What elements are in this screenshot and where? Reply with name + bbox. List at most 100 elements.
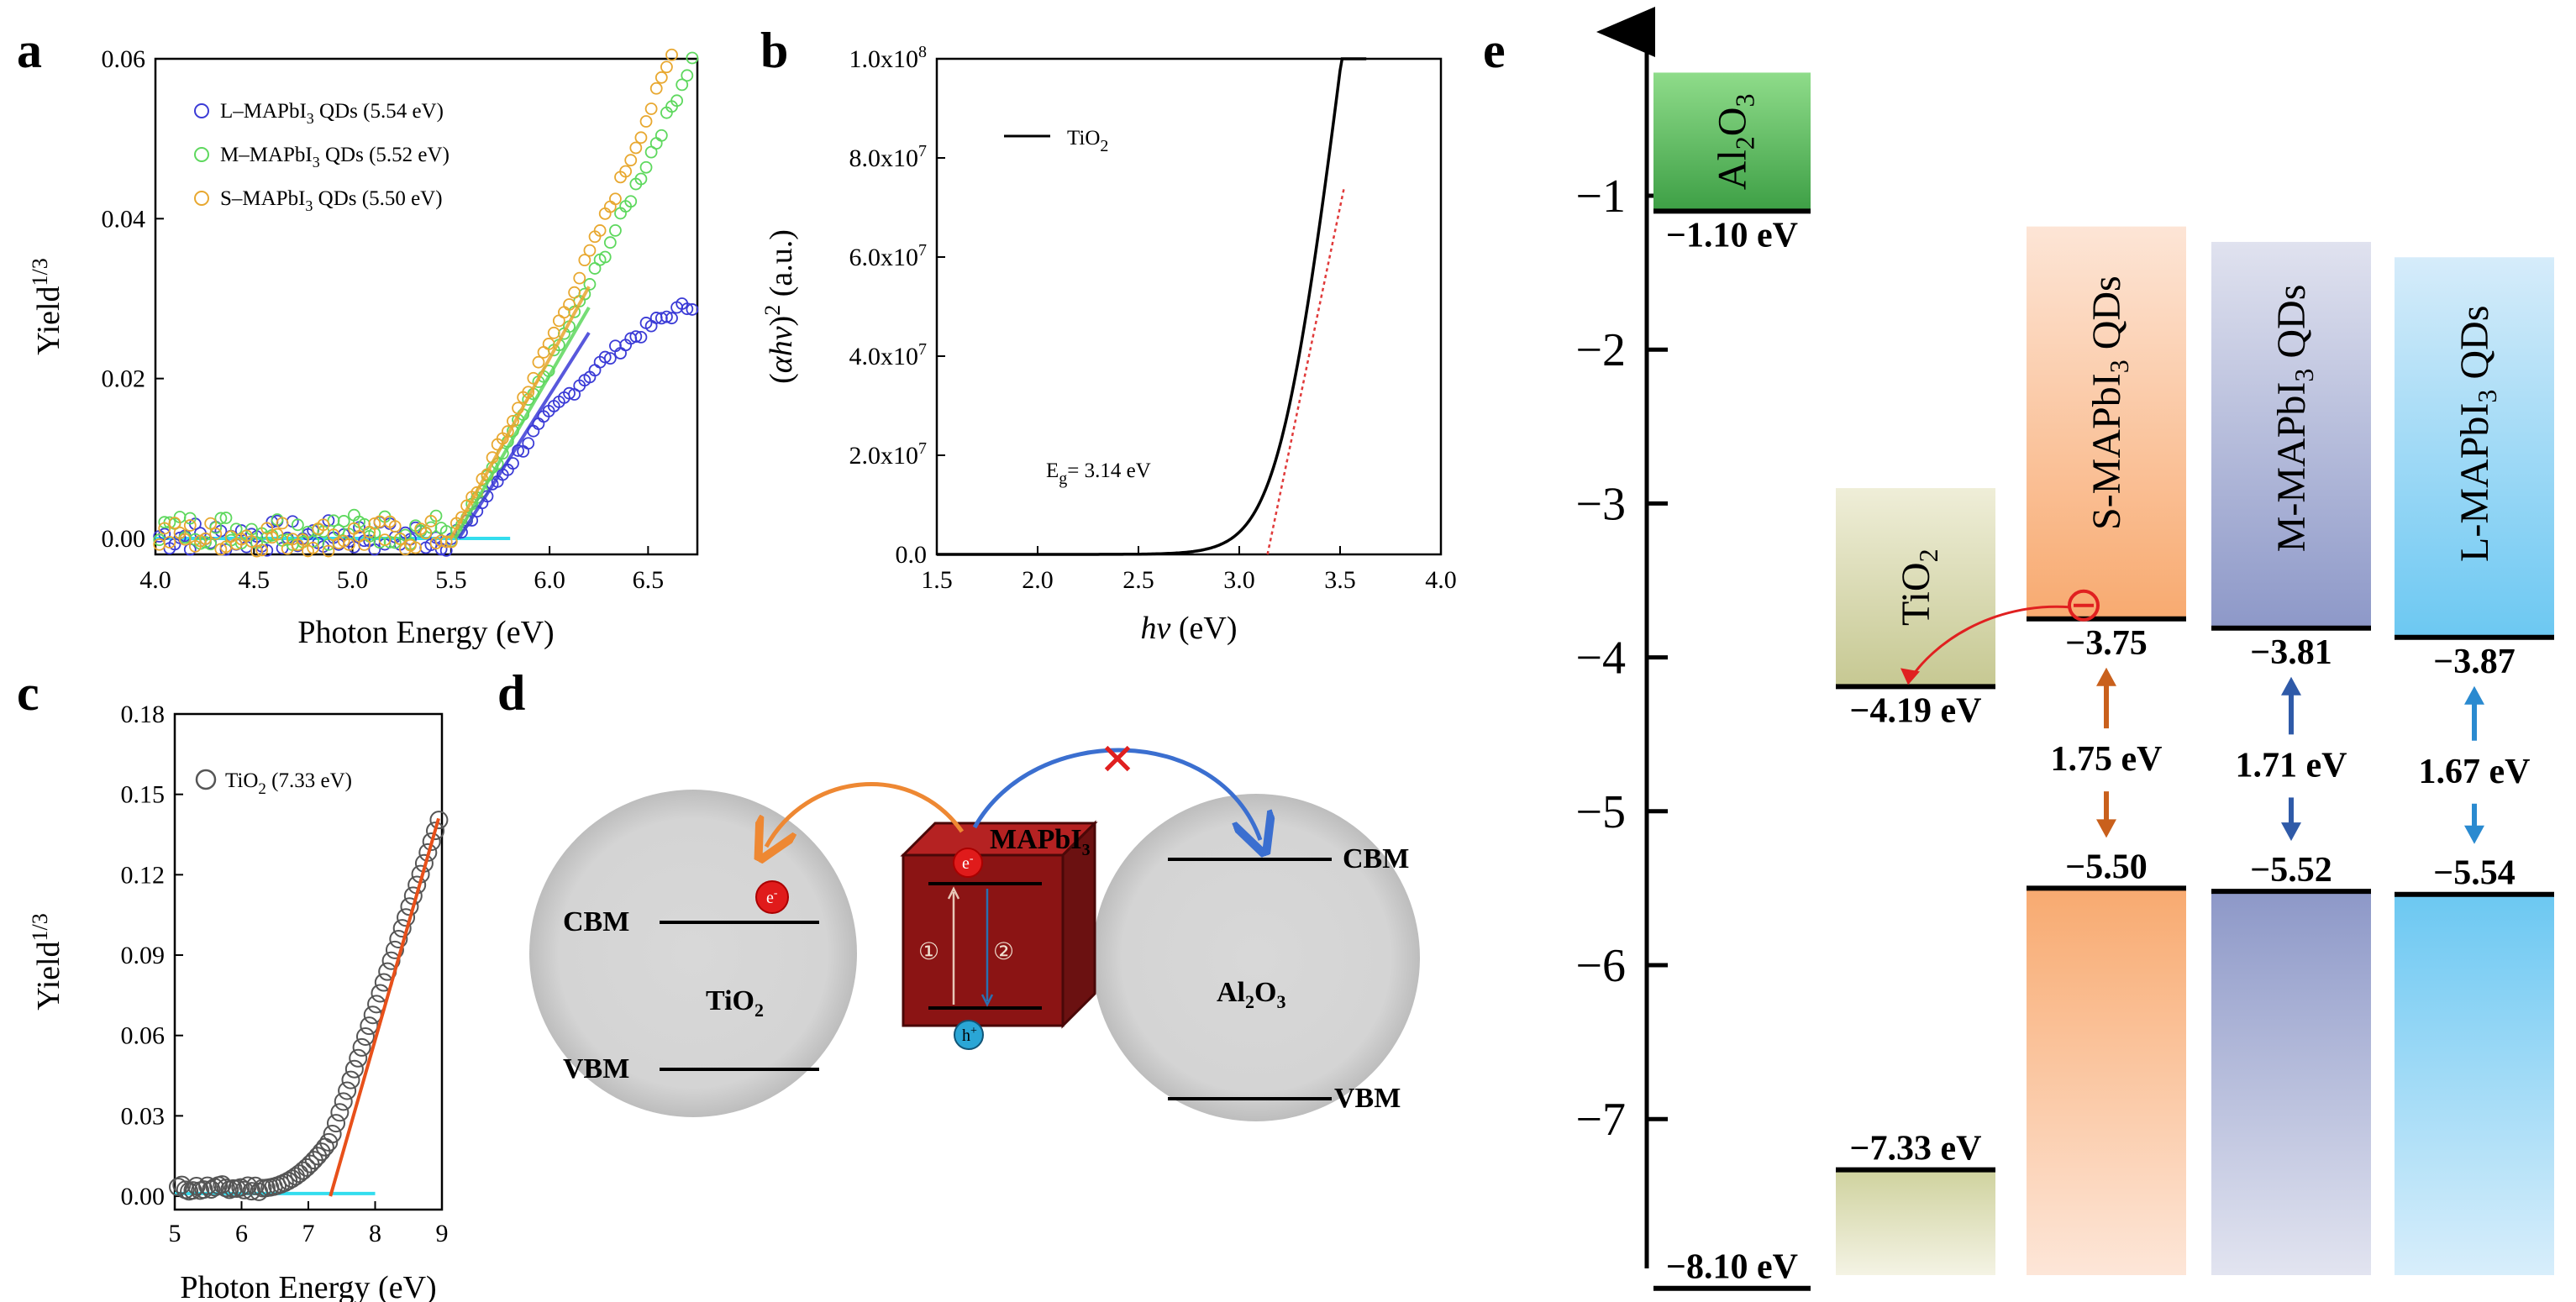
- panel-a-point: [634, 172, 648, 186]
- panel-a-chart: 4.0 4.5 5.0 5.5 6.0 6.5 0.00 0.02 0.04 0.06 Photo…: [28, 45, 699, 650]
- panel-a-point: [209, 528, 223, 540]
- panel-c-point: [422, 832, 441, 851]
- panel-a-point: [388, 520, 402, 533]
- panel-a-point: [681, 69, 694, 82]
- panel-c-point: [334, 1092, 353, 1111]
- panel-a-point: [255, 543, 269, 557]
- step-2-label: ②: [993, 939, 1014, 965]
- band-4-vbm-value: −5.54: [2433, 854, 2515, 893]
- panel-c-xtick-label: 7: [302, 1220, 315, 1247]
- panel-c-point: [352, 1037, 371, 1057]
- panel-a-ytick-label: 0.04: [102, 205, 146, 233]
- panel-label-b: b: [760, 23, 788, 78]
- blocked-cross: ✕: [1099, 737, 1136, 785]
- panel-c-point: [338, 1081, 357, 1100]
- band-3-gap-arrowhead-up: [2281, 676, 2301, 696]
- panel-a-xtick-label: 4.0: [139, 566, 171, 594]
- panel-a-fit-line: [453, 306, 591, 539]
- panel-c-xtick-label: 8: [369, 1220, 381, 1247]
- panel-a-point: [583, 278, 597, 291]
- panel-a-point: [598, 350, 612, 364]
- band-2-vbm-value: −5.50: [2065, 848, 2147, 886]
- panel-b-xtick-label: 3.5: [1324, 566, 1356, 594]
- panel-a-point: [297, 533, 309, 546]
- panel-a-point: [158, 522, 171, 535]
- band-4-name: L-MAPbI3 QDs: [2452, 306, 2502, 562]
- panel-a-point: [568, 286, 581, 299]
- panel-c-point: [293, 1161, 313, 1180]
- panel-b-xtick-label: 4.0: [1425, 566, 1457, 594]
- panel-c-point: [360, 1016, 379, 1036]
- panel-a-point: [665, 48, 678, 61]
- band-3-cbm-value: −3.81: [2250, 633, 2332, 672]
- panel-a-point: [558, 306, 570, 319]
- panel-b-tauc-curve: [937, 57, 1367, 556]
- blocked-transfer-to-al2o3-arrow: [972, 748, 1260, 840]
- svg-text:e-: e-: [766, 887, 778, 907]
- band-2-upper-block: [2027, 226, 2186, 619]
- panel-b-linear-fit: [1266, 187, 1346, 555]
- panel-a-point: [603, 352, 617, 365]
- panel-a-point: [271, 528, 284, 541]
- band-2-gap-value: 1.75 eV: [2051, 740, 2163, 779]
- panel-a-point: [178, 533, 192, 546]
- panel-b-xlabel: hv (eV): [1141, 611, 1238, 646]
- panel-b-ylabel: (αhv)2 (a.u.): [760, 229, 799, 384]
- electron-in-cube: e-: [953, 848, 983, 878]
- panel-label-e: e: [1483, 23, 1506, 78]
- panel-c-xlabel: Photon Energy (eV): [180, 1270, 436, 1302]
- panel-c-point: [341, 1070, 360, 1089]
- band-3-name: M-MAPbI3 QDs: [2269, 285, 2319, 553]
- panel-c-xtick-label: 5: [169, 1220, 181, 1247]
- panel-a-point: [639, 160, 653, 174]
- panel-a-legend-label: M–MAPbI3 QDs (5.52 eV): [220, 144, 449, 171]
- panel-c-xtick-label: 9: [436, 1220, 449, 1247]
- energy-tick-label: −2: [1575, 324, 1626, 376]
- panel-a-point: [619, 165, 633, 178]
- panel-a-xtick-label: 5.0: [337, 566, 369, 594]
- panel-c-point: [363, 1005, 382, 1025]
- panel-c-point: [194, 1180, 213, 1200]
- band-2-name: S-MAPbI3 QDs: [2084, 276, 2134, 530]
- panel-a-point: [660, 310, 673, 323]
- band-3-upper-block: [2211, 241, 2371, 628]
- panel-c-point: [397, 908, 416, 927]
- band-2-cbm-value: −3.75: [2065, 624, 2147, 663]
- panel-b-chart: 1.5 2.0 2.5 3.0 3.5 4.0 0.0 2.0x107 4.0x107 6.0x1…: [760, 43, 1457, 646]
- panel-a-point: [624, 195, 638, 208]
- al2o3-name: Al2O3: [1217, 977, 1285, 1012]
- panel-a-point: [250, 544, 263, 558]
- band-1-cbm-value: −4.19 eV: [1850, 691, 1982, 730]
- band-2-lower-block: [2027, 888, 2186, 1275]
- panel-c-point: [197, 1176, 217, 1195]
- panel-a-xtick-label: 6.0: [534, 566, 565, 594]
- panel-a-frame: [154, 57, 699, 556]
- panel-a-point: [670, 94, 684, 108]
- panel-c-chart: 5 6 7 8 9 0.00 0.03 0.06 0.09 0.12 0.15 0.18 Photon…: [28, 701, 449, 1302]
- panel-b-xtick-label: 2.5: [1122, 566, 1154, 594]
- panel-c-legend-label: TiO2 (7.33 eV): [225, 769, 352, 798]
- al2o3-vbm-label: VBM: [1334, 1083, 1401, 1114]
- panel-a-point: [598, 250, 612, 264]
- electron-in-tio2: e-: [755, 880, 789, 914]
- band-0-vbm-value: −8.10 eV: [1666, 1248, 1798, 1287]
- band-3-lower-block: [2211, 891, 2371, 1275]
- panel-a-ytick-label: 0.02: [102, 365, 146, 393]
- panel-c-fit-line: [329, 817, 440, 1197]
- panel-b-xtick-label: 3.0: [1223, 566, 1255, 594]
- panel-a-point: [593, 224, 607, 237]
- panel-a-xtick-label: 6.5: [633, 566, 665, 594]
- panel-c-point: [349, 1048, 368, 1068]
- panel-a-point: [522, 437, 535, 450]
- panel-a-point: [583, 244, 597, 257]
- panel-a-legend-marker: [194, 147, 209, 162]
- band-0-upper-block: [1653, 72, 1811, 212]
- panel-c-point: [234, 1180, 254, 1200]
- panel-c-point: [216, 1179, 235, 1198]
- panel-a-point: [183, 512, 197, 525]
- panel-a-ytick-label: 0.06: [102, 45, 146, 73]
- band-3-gap-value: 1.71 eV: [2236, 746, 2347, 785]
- svg-text:e-: e-: [962, 853, 974, 873]
- panel-a-legend-label: L–MAPbI3 QDs (5.54 eV): [220, 100, 444, 127]
- panel-a-point: [629, 330, 643, 344]
